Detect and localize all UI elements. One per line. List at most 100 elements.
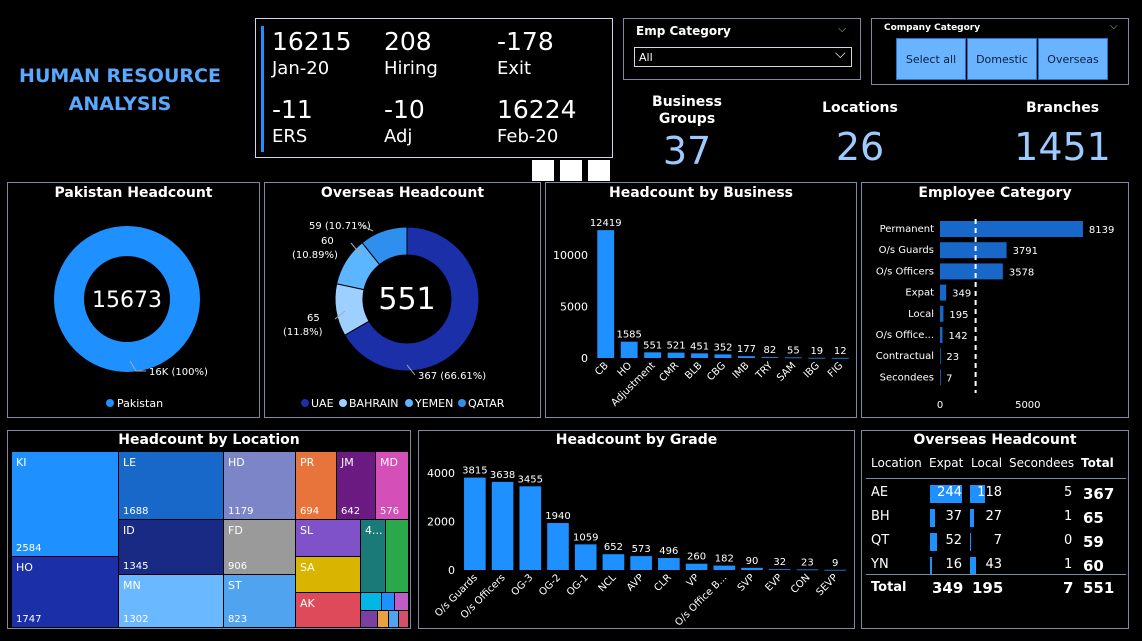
hbar-data-label: 349 bbox=[952, 289, 971, 300]
treemap-tile-small[interactable] bbox=[361, 611, 377, 627]
chevron-down-icon[interactable]: ⌵ bbox=[1110, 21, 1118, 32]
hbar-contractual[interactable] bbox=[940, 348, 941, 365]
treemap-tile-st[interactable]: ST 823 bbox=[224, 575, 295, 627]
col-header-expat[interactable]: Expat bbox=[929, 456, 964, 470]
legend-qatar[interactable]: QATAR bbox=[468, 397, 505, 410]
hbar-o-s-officers[interactable] bbox=[940, 263, 1003, 280]
treemap-tile-small[interactable] bbox=[389, 611, 398, 627]
col-header-location[interactable]: Location bbox=[871, 456, 922, 470]
bar-try[interactable] bbox=[761, 357, 779, 358]
bar-vp[interactable] bbox=[685, 563, 708, 570]
emp-category-dropdown[interactable]: All ⌵ bbox=[634, 46, 852, 67]
bar-o-s-officers[interactable] bbox=[491, 481, 514, 570]
treemap-tile-ki[interactable]: KI 2584 bbox=[12, 452, 118, 556]
pakistan-donut-chart: 15673 16K (100%) Pakistan bbox=[54, 226, 208, 410]
col-header-local[interactable]: Local bbox=[971, 456, 1003, 470]
bar-blb[interactable] bbox=[691, 353, 708, 358]
treemap-tile-pr[interactable]: PR 694 bbox=[296, 452, 336, 519]
legend-uae[interactable]: UAE bbox=[311, 397, 334, 410]
bar-evp[interactable] bbox=[768, 569, 791, 571]
col-header-total[interactable]: Total bbox=[1081, 456, 1114, 470]
table-row[interactable]: 244 118 AE 5 367 bbox=[866, 483, 1126, 505]
hbar-local[interactable] bbox=[940, 305, 944, 322]
hbar-o-s-guards[interactable] bbox=[940, 242, 1007, 259]
domestic-button[interactable]: Domestic bbox=[967, 38, 1037, 80]
bar-og-3[interactable] bbox=[519, 486, 542, 570]
bar-cmr[interactable] bbox=[667, 352, 685, 358]
bar-adjustment[interactable] bbox=[644, 352, 662, 358]
kpi-adj: -10 Adj bbox=[384, 95, 425, 147]
table-row[interactable]: 16 43 YN 1 60 bbox=[866, 555, 1126, 577]
treemap-tile-id[interactable]: ID 1345 bbox=[119, 520, 223, 574]
bar-o-s-office-b-[interactable] bbox=[713, 565, 736, 570]
treemap-tile-small[interactable] bbox=[361, 593, 381, 610]
page-nav-button-2[interactable] bbox=[560, 160, 582, 181]
bar-sam[interactable] bbox=[784, 357, 802, 359]
table-row[interactable]: 37 27 BH 1 65 bbox=[866, 507, 1126, 529]
legend-yemen[interactable]: YEMEN bbox=[414, 397, 453, 410]
hbar-o-s-office-[interactable] bbox=[940, 327, 943, 343]
total-local: 195 bbox=[972, 579, 1004, 597]
treemap-tile-small[interactable] bbox=[378, 611, 388, 627]
local-data-bar bbox=[970, 533, 971, 551]
bar-svp[interactable] bbox=[741, 567, 763, 570]
bar-cbg[interactable] bbox=[714, 354, 732, 358]
x-tick-label: EVP bbox=[763, 572, 784, 593]
bar-og-1[interactable] bbox=[574, 544, 597, 570]
bar-cb[interactable] bbox=[597, 230, 615, 358]
x-tick-label: SEVP bbox=[814, 572, 840, 598]
treemap-tile-small[interactable] bbox=[395, 593, 408, 610]
treemap-tile-mn[interactable]: MN 1302 bbox=[119, 575, 223, 627]
tile-value: 823 bbox=[228, 614, 248, 625]
bar-con[interactable] bbox=[796, 569, 819, 571]
donut-slice-qatar[interactable] bbox=[361, 226, 408, 266]
y-tick-label: 4000 bbox=[427, 467, 455, 480]
legend-label[interactable]: Pakistan bbox=[117, 397, 163, 410]
page-nav-button-1[interactable] bbox=[532, 160, 554, 181]
treemap-tile-small[interactable] bbox=[399, 611, 408, 627]
bar-data-label: 9 bbox=[832, 558, 838, 569]
bar-ibg[interactable] bbox=[808, 357, 826, 359]
col-header-secondees[interactable]: Secondees bbox=[1009, 456, 1075, 470]
pakistan-slice[interactable] bbox=[54, 226, 200, 372]
legend-bahrain[interactable]: BAHRAIN bbox=[349, 397, 399, 410]
page-nav-button-3[interactable] bbox=[588, 160, 610, 181]
donut-slice-uae[interactable] bbox=[344, 226, 480, 372]
treemap-tile-small[interactable] bbox=[382, 593, 394, 610]
bar-ho[interactable] bbox=[620, 341, 638, 358]
treemap-tile-hd[interactable]: HD 1179 bbox=[224, 452, 295, 519]
bar-og-2[interactable] bbox=[547, 523, 569, 570]
treemap-tile-4[interactable]: 4... bbox=[361, 520, 385, 592]
treemap-tile-le[interactable]: LE 1688 bbox=[119, 452, 223, 519]
kpi-box: 16215 Jan-20 208 Hiring -178 Exit -11 ER… bbox=[255, 18, 613, 158]
treemap-tile-fd[interactable]: FD 906 bbox=[224, 520, 295, 574]
hbar-secondees[interactable] bbox=[940, 369, 941, 386]
treemap-tile-jm[interactable]: JM 642 bbox=[337, 452, 375, 519]
bar-clr[interactable] bbox=[658, 557, 680, 570]
treemap-tile-sa[interactable]: SA bbox=[296, 557, 360, 592]
select-all-button[interactable]: Select all bbox=[896, 38, 966, 80]
bar-fig[interactable] bbox=[831, 357, 849, 359]
tile-name: LE bbox=[123, 456, 137, 469]
treemap-tile-small[interactable] bbox=[386, 520, 408, 592]
treemap-tile-ho[interactable]: HO 1747 bbox=[12, 557, 118, 627]
overseas-button[interactable]: Overseas bbox=[1038, 38, 1108, 80]
bar-imb[interactable] bbox=[738, 356, 755, 358]
treemap-tile-sl[interactable]: SL bbox=[296, 520, 360, 556]
tile-value: 1747 bbox=[16, 614, 42, 625]
bar-avp[interactable] bbox=[630, 556, 652, 570]
bar-sevp[interactable] bbox=[824, 569, 846, 571]
treemap-tile-ak[interactable]: AK bbox=[296, 593, 360, 627]
hbar-expat[interactable] bbox=[940, 284, 947, 301]
tile-value: 576 bbox=[380, 506, 400, 517]
bar-ncl[interactable] bbox=[602, 554, 625, 570]
treemap-tile-md[interactable]: MD 576 bbox=[376, 452, 408, 519]
chevron-down-icon[interactable]: ⌵ bbox=[838, 22, 847, 35]
bar-o-s-guards[interactable] bbox=[464, 477, 486, 570]
hbar-data-label: 7 bbox=[946, 373, 952, 384]
bar-data-label: 177 bbox=[737, 344, 756, 355]
table-row[interactable]: 52 7 QT 0 59 bbox=[866, 531, 1126, 553]
row-expat: 52 bbox=[945, 533, 962, 548]
bar-data-label: 1059 bbox=[573, 532, 598, 543]
hbar-permanent[interactable] bbox=[940, 221, 1083, 237]
